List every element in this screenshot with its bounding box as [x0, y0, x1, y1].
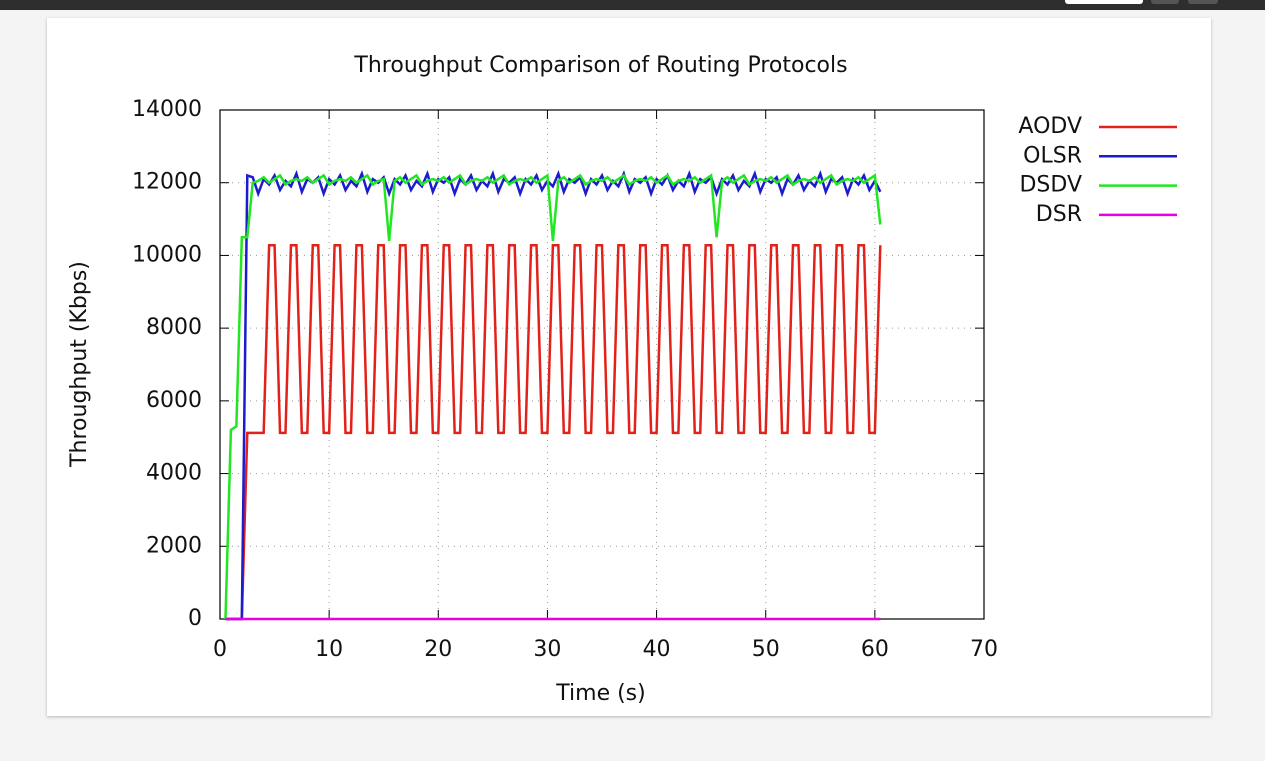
top-bar-button[interactable] [1151, 0, 1179, 4]
y-axis-label: Throughput (Kbps) [67, 261, 92, 468]
y-tick-label: 0 [188, 606, 202, 631]
y-tick-label: 8000 [146, 315, 202, 340]
data-line [224, 173, 882, 620]
x-axis-label: Time (s) [555, 681, 645, 706]
x-tick-label: 10 [315, 637, 343, 662]
x-tick-label: 20 [424, 637, 452, 662]
x-tick-label: 0 [213, 637, 227, 662]
y-tick-label: 10000 [132, 242, 202, 267]
x-tick-label: 40 [643, 637, 671, 662]
y-tick-label: 12000 [132, 170, 202, 195]
x-tick-label: 50 [752, 637, 780, 662]
data-line [225, 169, 882, 621]
x-tick-label: 70 [970, 637, 998, 662]
legend-label: AODV [1018, 114, 1082, 139]
y-tick-label: 14000 [132, 97, 202, 122]
legend-label: DSDV [1019, 173, 1082, 198]
legend-label: OLSR [1023, 143, 1082, 168]
y-tick-label: 6000 [146, 388, 202, 413]
window-top-bar [0, 0, 1265, 10]
legend-label: DSR [1036, 202, 1082, 227]
data-line [225, 244, 882, 621]
top-bar-button[interactable] [1065, 0, 1143, 4]
top-bar-button[interactable] [1188, 0, 1218, 4]
x-tick-label: 60 [861, 637, 889, 662]
plot-frame [219, 109, 985, 620]
y-tick-label: 2000 [146, 533, 202, 558]
y-tick-label: 4000 [146, 461, 202, 486]
x-tick-label: 30 [533, 637, 561, 662]
chart-title: Throughput Comparison of Routing Protoco… [353, 53, 847, 78]
